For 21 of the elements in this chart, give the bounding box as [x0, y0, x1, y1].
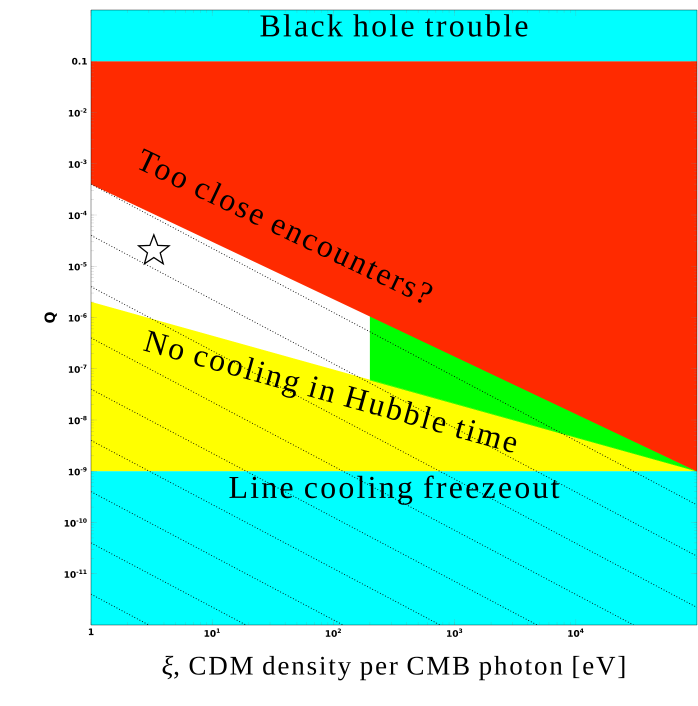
band-label: Line cooling freezeout: [229, 475, 560, 505]
annotation: No cooling in Hubble time: [143, 330, 516, 452]
x-tick-label: 10$^{1}$: [204, 628, 220, 637]
y-tick-label: 10$^{-2}$: [68, 108, 86, 117]
x-axis-title: ξ, CDM density per CMB photon [eV]: [162, 656, 624, 680]
y-tick-label: 10$^{-8}$: [68, 416, 87, 424]
x-tick-label: 10$^{3}$: [447, 628, 462, 637]
x-tick-label: 10$^{2}$: [326, 628, 341, 637]
x-tick-label: 10$^{4}$: [568, 628, 584, 637]
y-tick-label: 10$^{-11}$: [64, 570, 87, 578]
y-tick-label: 10$^{-9}$: [68, 467, 87, 476]
y-tick-label: 10$^{-10}$: [64, 518, 87, 527]
y-tick-label: 0.1: [72, 58, 87, 65]
y-tick-label: 10$^{-6}$: [68, 313, 87, 322]
band-label: Black hole trouble: [260, 14, 528, 37]
x-tick-label: 1: [88, 628, 94, 636]
y-axis-title: Q: [44, 312, 57, 323]
y-tick-label: 10$^{-3}$: [68, 160, 87, 168]
y-tick-label: 10$^{-5}$: [68, 262, 87, 270]
y-tick-label: 10$^{-4}$: [68, 210, 87, 220]
y-tick-label: 10$^{-7}$: [68, 364, 87, 373]
